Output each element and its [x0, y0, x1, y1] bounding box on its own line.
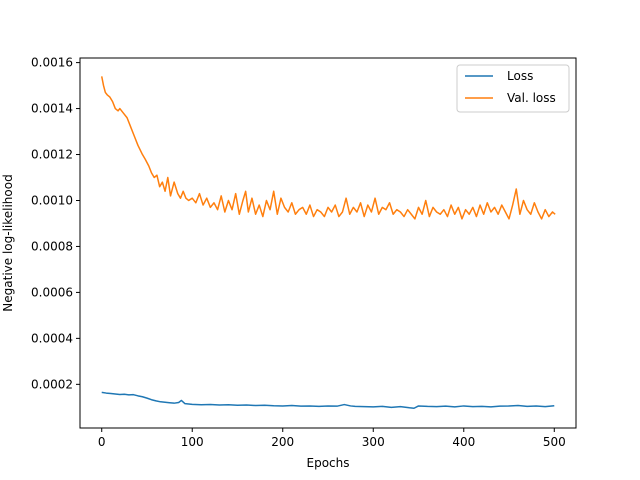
x-tick-label: 400	[452, 435, 475, 449]
y-tick-label: 0.0014	[31, 102, 73, 116]
y-tick-label: 0.0008	[31, 239, 73, 253]
y-tick-label: 0.0016	[31, 56, 73, 70]
x-axis-label: Epochs	[307, 456, 350, 470]
y-tick-label: 0.0010	[31, 193, 73, 207]
x-tick-label: 0	[98, 435, 106, 449]
y-tick-label: 0.0012	[31, 148, 73, 162]
x-tick-label: 200	[271, 435, 294, 449]
legend: Loss Val. loss	[456, 64, 570, 113]
plot-area-frame	[79, 57, 577, 429]
legend-label-loss: Loss	[507, 69, 533, 83]
legend-label-val-loss: Val. loss	[507, 91, 556, 105]
x-tick-label: 500	[543, 435, 566, 449]
series-line-val-loss	[100, 76, 556, 220]
x-tick-label: 300	[362, 435, 385, 449]
y-tick-label: 0.0004	[31, 331, 73, 345]
x-tick-label: 100	[181, 435, 204, 449]
x-axis-ticks: 0 100 200 300 400 500	[98, 428, 566, 449]
series-lines	[100, 76, 556, 409]
y-axis-label: Negative log-likelihood	[1, 174, 15, 311]
y-axis-ticks: 0.0002 0.0004 0.0006 0.0008 0.0010 0.0012 0.00…	[31, 56, 80, 391]
series-line-loss	[101, 391, 555, 409]
y-tick-label: 0.0002	[31, 377, 73, 391]
y-tick-label: 0.0006	[31, 285, 73, 299]
